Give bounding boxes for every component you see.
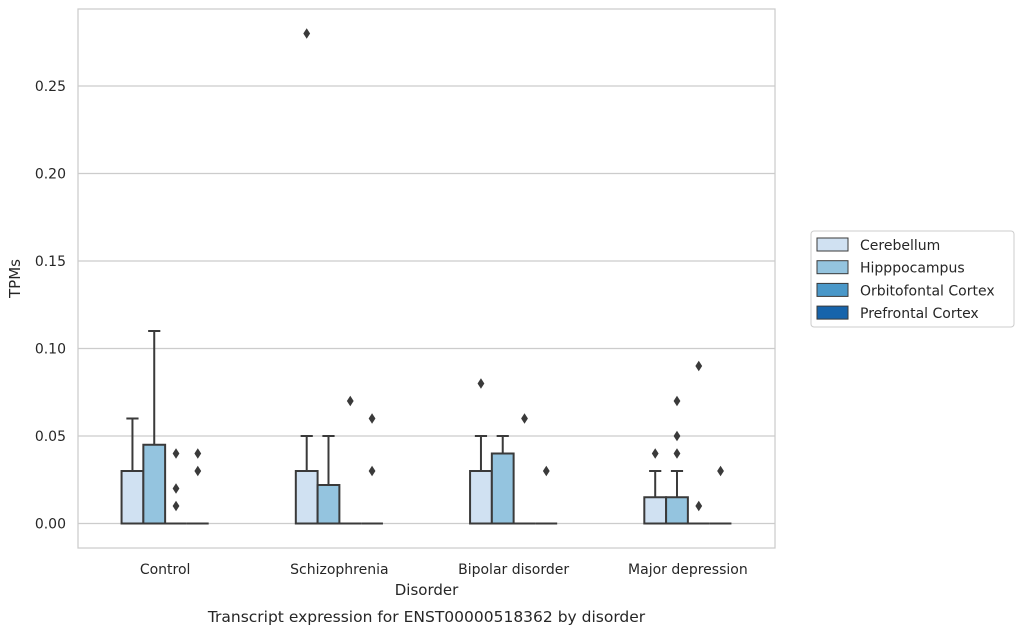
- y-tick-labels: 0.00 0.05 0.10 0.15 0.20 0.25: [35, 79, 66, 533]
- x-tick-label: Schizophrenia: [290, 562, 388, 578]
- y-tick-label: 0.15: [35, 254, 66, 270]
- x-tick-label: Control: [140, 562, 191, 578]
- legend-entry-label: Prefrontal Cortex: [860, 306, 979, 322]
- outlier-point: [303, 28, 311, 39]
- y-tick-label: 0.25: [35, 79, 66, 95]
- legend: Cerebellum Hipppocampus Orbitofontal Corte…: [810, 230, 1015, 328]
- outlier-point: [651, 448, 659, 459]
- outlier-point: [194, 465, 202, 477]
- outlier-point: [368, 465, 376, 477]
- legend-entry-label: Orbitofontal Cortex: [860, 283, 995, 299]
- box: [469, 470, 493, 525]
- y-tick-label: 0.05: [35, 429, 66, 445]
- series-prefrontal-cortex: [186, 413, 732, 525]
- outlier-point: [172, 500, 180, 512]
- y-tick-label: 0.20: [35, 167, 66, 183]
- series-hipppocampus: [142, 330, 689, 525]
- legend-swatch: [816, 282, 849, 297]
- outlier-point: [194, 448, 202, 459]
- plot-frame: [77, 8, 776, 549]
- box: [643, 496, 668, 525]
- series-orbitofontal-cortex: [165, 360, 710, 525]
- outlier-point: [521, 413, 528, 424]
- plot-background: [78, 9, 775, 548]
- box: [316, 484, 341, 525]
- legend-frame: [810, 230, 1015, 328]
- outlier-point: [695, 360, 703, 372]
- legend-swatch: [816, 305, 849, 320]
- box: [665, 496, 689, 525]
- box: [120, 470, 145, 525]
- outlier-point: [695, 500, 703, 512]
- outlier-point: [673, 448, 681, 459]
- outlier-point: [477, 378, 485, 389]
- legend-swatch: [816, 260, 849, 275]
- y-axis-label: TPMs: [6, 259, 24, 299]
- outlier-point: [673, 395, 681, 407]
- outlier-point: [172, 448, 180, 459]
- legend-entry-label: Hipppocampus: [860, 261, 965, 277]
- x-tick-labels: Control Schizophrenia Bipolar disorder Majo…: [140, 562, 748, 578]
- x-tick-label: Bipolar disorder: [458, 562, 569, 578]
- outlier-point: [542, 465, 550, 477]
- outlier-point: [368, 413, 376, 424]
- y-tick-label: 0.00: [35, 517, 66, 533]
- legend-swatch: [816, 237, 849, 252]
- y-tick-label: 0.10: [35, 342, 66, 358]
- outlier-point: [346, 395, 354, 407]
- chart-caption: Transcript expression for ENST0000051836…: [207, 608, 646, 626]
- box: [142, 443, 167, 525]
- outlier-point: [717, 465, 724, 477]
- box: [490, 452, 515, 525]
- x-tick-label: Major depression: [628, 562, 748, 578]
- box-series: [120, 28, 732, 525]
- outlier-point: [172, 483, 180, 494]
- box: [294, 470, 319, 525]
- legend-entry-label: Cerebellum: [860, 238, 940, 254]
- outlier-point: [673, 430, 681, 442]
- x-axis-label: Disorder: [395, 581, 459, 599]
